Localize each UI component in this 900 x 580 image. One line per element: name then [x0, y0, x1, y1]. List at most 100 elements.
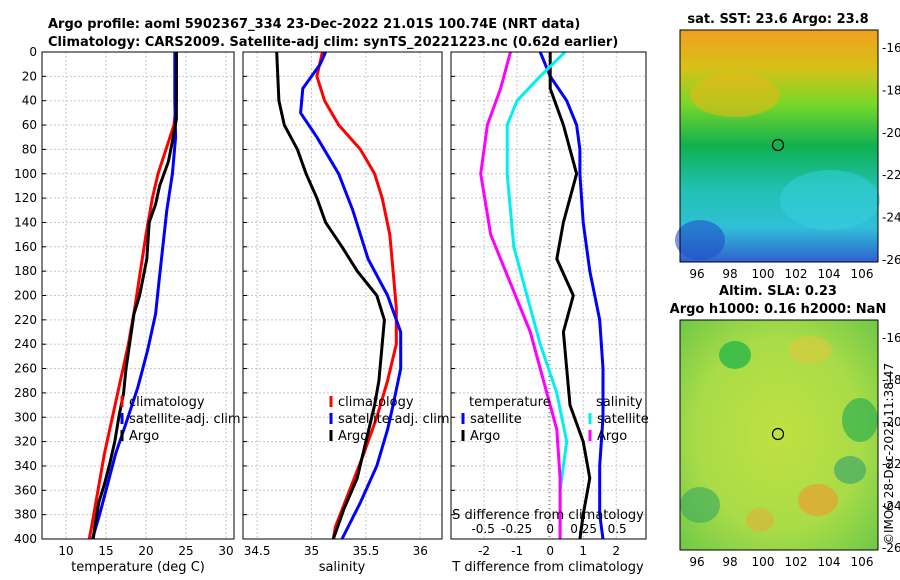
map-lat-tick: -24 — [882, 211, 900, 225]
s-tick-label: 0.5 — [608, 522, 627, 536]
s-difference-xlabel: S difference from climatology — [452, 508, 644, 523]
x-tick-label: 34.5 — [244, 544, 271, 558]
legend-satellite-label: satellite-adj. clim — [338, 412, 450, 427]
map-lon-tick: 104 — [818, 267, 841, 281]
map-lat-tick: -26 — [882, 253, 900, 267]
figure-title-line1: Argo profile: aoml 5902367_334 23-Dec-20… — [48, 17, 580, 32]
map-lat-tick: -20 — [882, 126, 900, 140]
sst-map-ticks: 96 98 100 102 104 106 -16 -18 -20 -22 -24 -26 — [689, 41, 900, 281]
sla-map-title-line2: Argo h1000: 0.16 h2000: NaN — [670, 302, 887, 317]
map-lat-tick: -16 — [882, 41, 900, 55]
depth-tick-label: 400 — [14, 532, 37, 546]
depth-tick-label: 380 — [14, 508, 37, 522]
depth-tick-label: 160 — [14, 240, 37, 254]
temperature-legend: climatology satellite-adj. clim Argo — [120, 395, 241, 444]
sla-low-patch-3 — [680, 487, 720, 523]
salinity-panel: 34.5 35 35.5 36 salinity climatology satell… — [242, 51, 450, 575]
map-lon-tick: 98 — [722, 267, 737, 281]
map-lat-tick: -18 — [882, 373, 900, 387]
difference-legend-temperature: temperature satellite Argo — [461, 395, 551, 444]
x-tick-label: -1 — [511, 544, 523, 558]
depth-tick-label: 300 — [14, 410, 37, 424]
sst-cool-patch — [780, 170, 880, 230]
depth-tick-label: 100 — [14, 167, 37, 181]
depth-tick-label: 340 — [14, 459, 37, 473]
sla-low-patch-1 — [719, 341, 751, 369]
legend-s-satellite-label: satellite — [597, 412, 649, 427]
series-line-t-diff-argo — [548, 52, 592, 540]
map-lat-tick: -24 — [882, 499, 900, 513]
sla-high-patch-1 — [798, 484, 838, 516]
series-line-s-diff-satellite — [505, 50, 569, 539]
sla-high-patch-2 — [746, 508, 774, 532]
legend-t-satellite-label: satellite — [470, 412, 522, 427]
map-lat-tick: -18 — [882, 83, 900, 97]
legend-argo-label: Argo — [338, 429, 368, 444]
difference-panel: -2 -1 0 1 2 -0.5 -0.25 0 0.25 0.5 S difference f… — [450, 50, 649, 575]
copyright-stamp: ©IMOS 28-Dec-2022 11:38:47 — [882, 363, 896, 545]
series-line-s-diff-argo — [479, 51, 562, 539]
sla-map-panel: Altim. SLA: 0.23 Argo h1000: 0.16 h2000:… — [670, 284, 900, 569]
x-tick-label: 35.5 — [353, 544, 380, 558]
x-tick-label: 2 — [612, 544, 620, 558]
depth-tick-label: 140 — [14, 215, 37, 229]
depth-tick-label: 320 — [14, 435, 37, 449]
sla-low-patch-4 — [834, 456, 866, 484]
series-line-argo — [91, 52, 178, 540]
map-lat-tick: -22 — [882, 457, 900, 471]
s-tick-label: -0.5 — [471, 522, 494, 536]
x-tick-label: 25 — [178, 544, 193, 558]
legend-argo-label: Argo — [129, 429, 159, 444]
depth-tick-label: 40 — [22, 94, 37, 108]
sst-argo-location-marker — [771, 138, 785, 152]
x-tick-label: 1 — [579, 544, 587, 558]
map-lon-tick: 102 — [785, 267, 808, 281]
t-difference-xlabel: T difference from climatology — [451, 560, 644, 575]
map-lon-tick: 104 — [818, 555, 841, 569]
sst-map-frame — [679, 29, 879, 263]
depth-tick-label: 180 — [14, 264, 37, 278]
depth-tick-label: 60 — [22, 118, 37, 132]
map-lon-tick: 98 — [722, 555, 737, 569]
depth-tick-label: 260 — [14, 362, 37, 376]
map-lat-tick: -20 — [882, 415, 900, 429]
sst-cold-patch — [675, 220, 725, 260]
legend-salinity-title: salinity — [596, 395, 643, 410]
map-lon-tick: 100 — [752, 555, 775, 569]
x-tick-label: 15 — [98, 544, 113, 558]
series-line-satellite-adj-clim — [90, 52, 178, 540]
map-lat-tick: -22 — [882, 168, 900, 182]
series-line-satellite-adj-clim — [299, 51, 403, 540]
map-lon-tick: 100 — [752, 267, 775, 281]
sla-map-frame — [679, 319, 879, 551]
legend-t-argo-label: Argo — [470, 429, 500, 444]
map-lat-tick: -26 — [882, 541, 900, 555]
temperature-panel: 10 15 20 25 30 temperature (deg C) climatolo… — [41, 51, 241, 575]
depth-tick-label: 200 — [14, 289, 37, 303]
depth-tick-label: 0 — [29, 45, 37, 59]
sla-low-patch-2 — [842, 398, 878, 442]
temperature-xlabel: temperature (deg C) — [71, 560, 205, 575]
difference-legend-salinity: salinity satellite Argo — [588, 395, 649, 444]
s-tick-label: 0.25 — [570, 522, 597, 536]
s-tick-label: 0 — [546, 522, 554, 536]
x-tick-label: 0 — [546, 544, 554, 558]
salinity-panel-frame — [242, 51, 443, 540]
x-tick-label: -2 — [478, 544, 490, 558]
x-tick-label: 30 — [218, 544, 233, 558]
sst-map-title: sat. SST: 23.6 Argo: 23.8 — [687, 12, 868, 27]
sla-map-title-line1: Altim. SLA: 0.23 — [719, 284, 837, 299]
s-tick-label: -0.25 — [501, 522, 532, 536]
map-lon-tick: 106 — [851, 555, 874, 569]
depth-tick-label: 280 — [14, 386, 37, 400]
depth-tick-label: 240 — [14, 337, 37, 351]
map-lon-tick: 96 — [689, 555, 704, 569]
temperature-panel-frame — [41, 51, 235, 540]
legend-climatology-label: climatology — [338, 395, 414, 410]
legend-s-argo-label: Argo — [597, 429, 627, 444]
legend-temperature-title: temperature — [469, 395, 551, 410]
depth-axis: 0 20 40 60 80 100 120 140 160 180 200 220 240 260 280 3… — [14, 45, 37, 546]
map-lon-tick: 96 — [689, 267, 704, 281]
series-line-argo — [275, 51, 386, 540]
